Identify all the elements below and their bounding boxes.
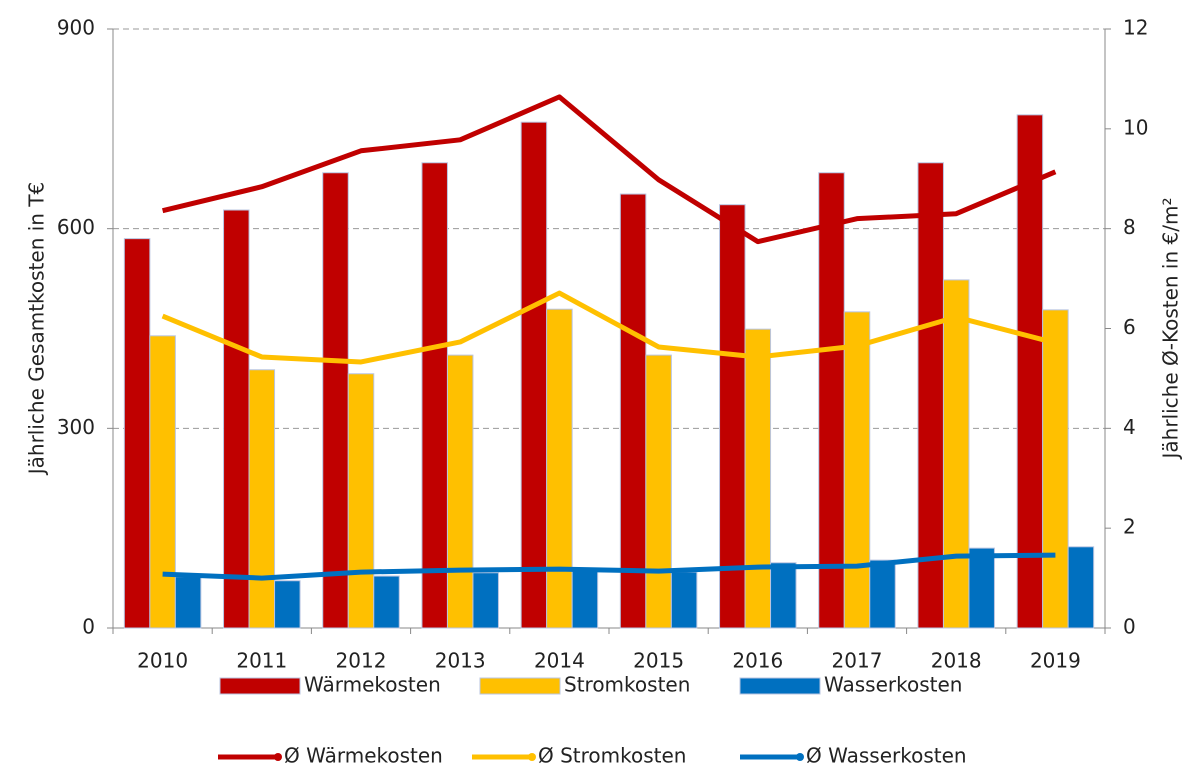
x-tick-label: 2014 [534,649,585,673]
bar [223,209,250,629]
bar [322,172,349,629]
legend-label: Ø Stromkosten [538,744,687,768]
bar [347,373,375,629]
bar [274,580,301,629]
legend-swatch [479,677,561,695]
y-tick-label: 0 [82,615,95,639]
bar [670,571,698,629]
legend-swatch [796,753,804,761]
legend-swatch [219,677,301,695]
legend-label: Stromkosten [564,673,690,697]
bar [869,559,896,629]
x-tick-label: 2019 [1030,649,1081,673]
legend-label: Ø Wärmekosten [284,744,443,768]
y2-tick-label: 10 [1123,115,1148,139]
y-tick-label: 300 [57,415,95,439]
x-tick-label: 2015 [633,649,684,673]
line [162,552,1056,581]
bar [446,354,474,629]
bar [421,162,448,629]
y2-axis-label: Jährliche Ø-Kosten in €/m² [1159,198,1183,461]
y-tick-label: 600 [57,215,95,239]
bar [619,193,647,629]
x-tick-label: 2013 [435,649,486,673]
bar [1042,309,1069,629]
x-tick-label: 2018 [931,649,982,673]
bar [149,335,176,629]
bar [968,547,995,629]
legend-label: Wärmekosten [304,673,441,697]
x-tick-label: 2011 [236,649,287,673]
bar [1067,546,1095,629]
bar [1016,114,1044,629]
bar [719,204,746,629]
x-tick-label: 2016 [732,649,783,673]
y2-tick-label: 2 [1123,515,1136,539]
bar [571,568,599,629]
legend-label: Ø Wasserkosten [806,744,967,768]
legend-swatch [739,677,821,695]
legend-swatch [274,753,282,761]
x-tick-label: 2012 [336,649,387,673]
x-tick-label: 2017 [832,649,883,673]
bar [373,575,400,629]
bar [248,369,276,629]
y2-tick-label: 12 [1123,16,1148,40]
bar [942,279,970,629]
y-axis-label: Jährliche Gesamtkosten in T€ [25,182,49,477]
bar [123,238,151,629]
y2-tick-label: 4 [1123,415,1136,439]
legend-label: Wasserkosten [824,673,962,697]
bar [818,172,845,629]
bar [645,354,672,629]
y-tick-label: 900 [57,16,95,40]
y2-tick-label: 0 [1123,615,1136,639]
x-tick-label: 2010 [137,649,188,673]
line [162,94,1057,245]
bar [843,311,871,629]
legend-swatch [528,753,536,761]
bar [520,121,548,629]
bar [174,576,202,629]
bar [546,308,573,629]
line [161,290,1057,365]
bar [472,572,499,629]
y2-tick-label: 6 [1123,315,1136,339]
bar [744,328,772,629]
bar [770,562,797,629]
y2-tick-label: 8 [1123,215,1136,239]
